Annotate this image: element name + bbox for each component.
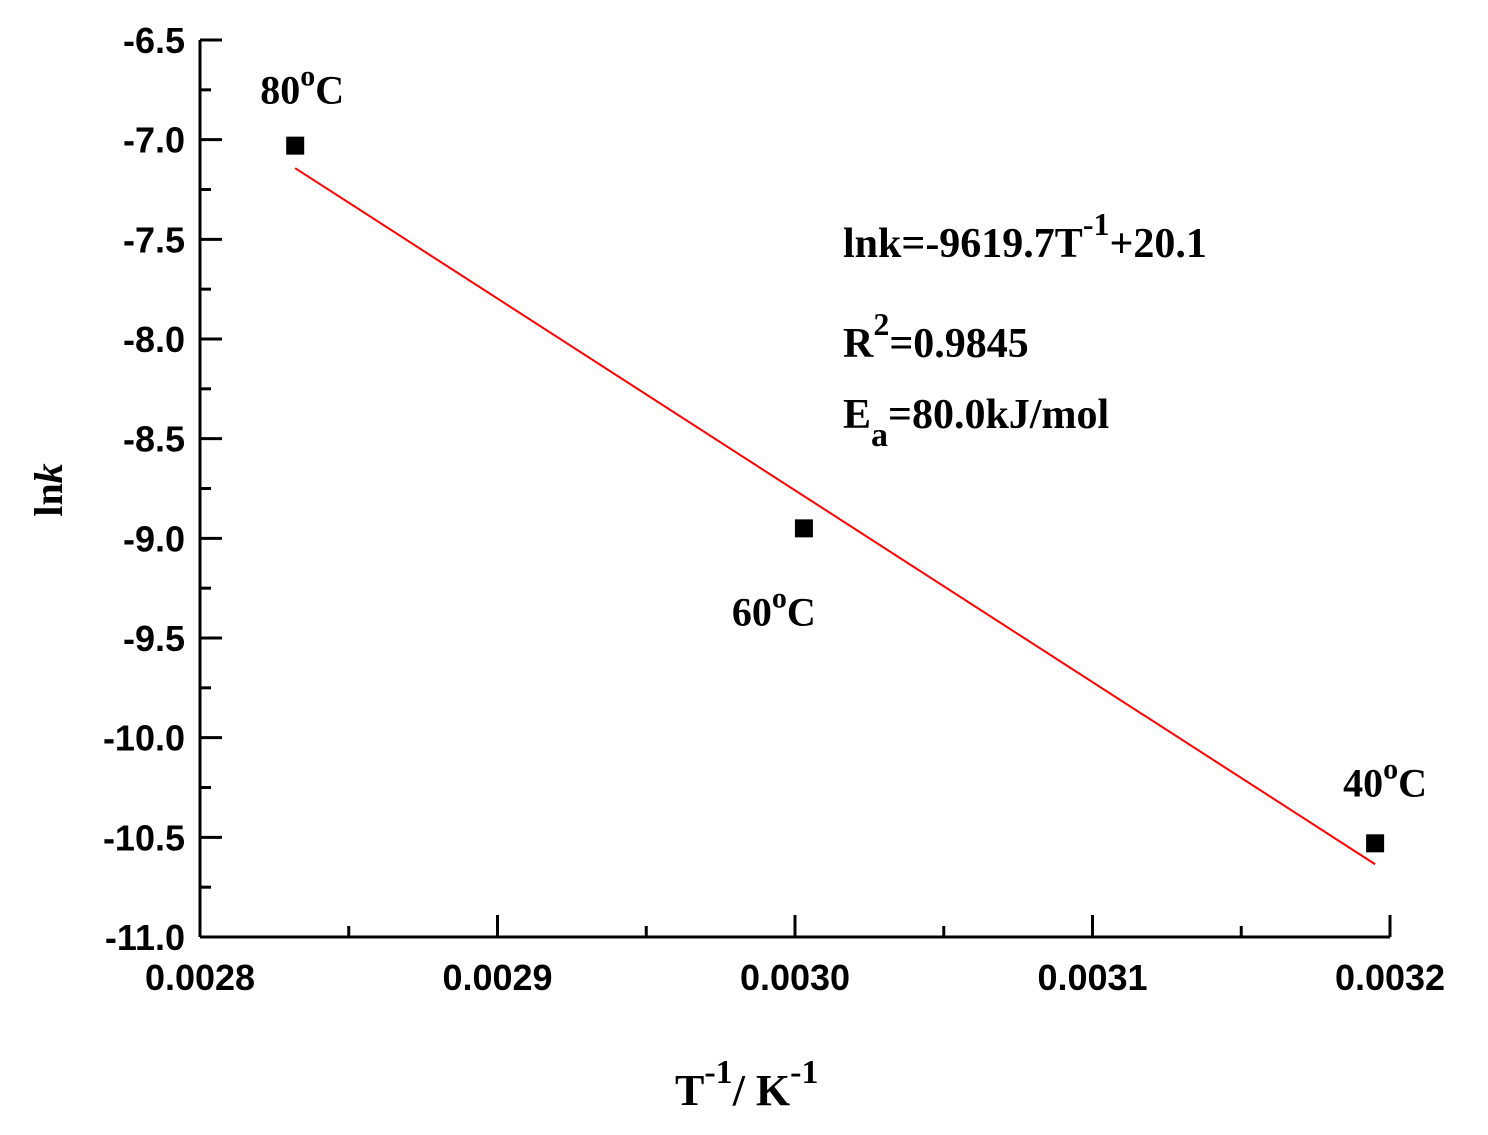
x-tick-label: 0.0029 [442, 957, 552, 998]
x-axis-title-sup1: -1 [704, 1054, 732, 1091]
data-point [794, 519, 813, 538]
x-axis-title-mid: / K [732, 1066, 790, 1115]
point-label: 60oC [732, 581, 816, 634]
r-squared-value: =0.9845 [889, 321, 1028, 367]
y-tick-label: -9.5 [123, 618, 185, 659]
x-axis-title-base: T [675, 1066, 704, 1115]
point-label-unit: C [1398, 760, 1427, 805]
minor-ticks [200, 88, 1243, 937]
activation-energy-sub: a [871, 417, 888, 454]
x-axis-title-sup2: -1 [790, 1054, 818, 1091]
major-ticks [198, 38, 1392, 939]
y-axis-title: lnk [26, 463, 71, 516]
x-tick-label: 0.0031 [1037, 957, 1147, 998]
point-label: 80oC [260, 60, 344, 113]
y-axis-title-plain: ln [26, 483, 71, 516]
y-tick-label: -7.5 [123, 219, 185, 260]
x-tick-label: 0.0032 [1335, 957, 1445, 998]
activation-energy: Ea=80.0kJ/mol [843, 392, 1109, 454]
y-tick-label: -9.0 [123, 518, 185, 559]
y-tick-label: -10.5 [103, 817, 185, 858]
point-label: 40oC [1343, 752, 1427, 805]
activation-energy-value: =80.0kJ/mol [888, 392, 1109, 438]
data-point [1366, 834, 1385, 853]
r-squared-sup: 2 [873, 306, 889, 342]
y-tick-label: -11.0 [105, 917, 185, 958]
y-tick-label: -8.0 [123, 319, 185, 360]
point-label-num: 40 [1343, 760, 1383, 805]
r-squared: R2=0.9845 [843, 306, 1029, 367]
y-tick-labels: -6.5 -7.0 -7.5 -8.0 -8.5 -9.0 -9.5 -10.0 -10.5 -1… [103, 20, 185, 958]
x-tick-label: 0.0030 [740, 957, 850, 998]
y-tick-label: -8.5 [123, 419, 185, 460]
fit-equation-main: lnk=-9619.7T [843, 221, 1083, 267]
x-tick-labels: 0.0028 0.0029 0.0030 0.0031 0.0032 [145, 957, 1445, 998]
fit-layer [294, 167, 1376, 866]
point-label-sup: o [300, 60, 315, 93]
y-tick-label: -7.0 [123, 120, 185, 161]
data-point [286, 136, 305, 155]
y-tick-label: -10.0 [103, 718, 185, 759]
fit-equation-tail: +20.1 [1109, 221, 1206, 267]
x-axis-title: T-1/ K-1 [675, 1054, 818, 1115]
y-axis-title-italic: k [26, 463, 71, 483]
fit-equation: lnk=-9619.7T-1+20.1 [843, 206, 1207, 267]
x-tick-label: 0.0028 [145, 957, 255, 998]
point-label-sup: o [772, 581, 787, 614]
fit-equation-sup: -1 [1083, 206, 1110, 242]
r-squared-base: R [843, 321, 874, 367]
y-tick-label: -6.5 [123, 20, 185, 61]
fit-line [294, 167, 1376, 866]
point-label-sup: o [1383, 752, 1398, 785]
point-label-unit: C [315, 68, 344, 113]
points-layer [286, 136, 1385, 853]
point-label-num: 80 [260, 68, 300, 113]
point-label-unit: C [787, 589, 816, 634]
point-label-num: 60 [732, 589, 772, 634]
activation-energy-base: E [843, 392, 871, 438]
